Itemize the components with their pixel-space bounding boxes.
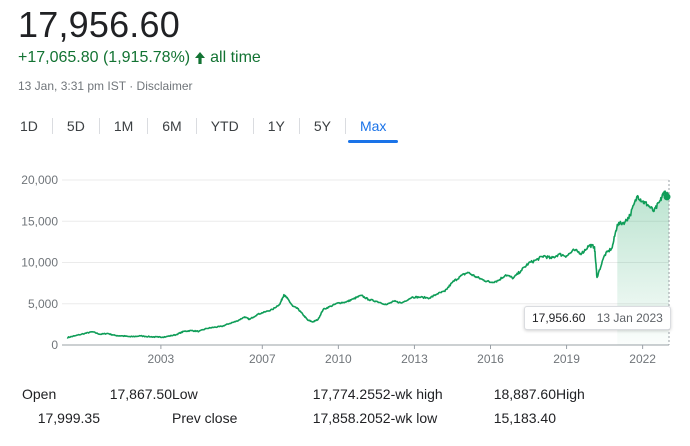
stat-52wk-low-label: 52-wk low bbox=[375, 410, 438, 426]
tab-max[interactable]: Max bbox=[346, 113, 400, 143]
tab-divider bbox=[195, 118, 197, 134]
tab-divider bbox=[252, 118, 254, 134]
x-tick-label: 2010 bbox=[325, 352, 352, 366]
x-tick-label: 2003 bbox=[148, 352, 175, 366]
timestamp: 13 Jan, 3:31 pm IST bbox=[18, 79, 126, 93]
tab-divider bbox=[298, 118, 300, 134]
x-tick-label: 2019 bbox=[553, 352, 580, 366]
tab-1m[interactable]: 1M bbox=[113, 118, 134, 134]
change-value: +17,065.80 (1,915.78%) bbox=[18, 49, 191, 66]
tab-divider bbox=[344, 118, 346, 134]
stat-high-label: High bbox=[556, 386, 585, 402]
stat-prev-close-label: Prev close bbox=[172, 410, 238, 426]
stat-low-label: Low bbox=[172, 386, 198, 402]
stat-open-label: Open bbox=[22, 386, 57, 402]
stat-open-value: 17,867.50 bbox=[109, 386, 172, 402]
price-chart-svg[interactable]: 0 5,000 10,000 15,000 20,000 2003 2007 2010 201… bbox=[0, 168, 690, 368]
tab-5y[interactable]: 5Y bbox=[313, 118, 331, 134]
stat-52wk-high-label: 52-wk high bbox=[375, 386, 443, 402]
stat-prev-close-value: 17,858.20 bbox=[312, 410, 375, 426]
y-tick-label: 20,000 bbox=[21, 173, 58, 187]
current-price: 17,956.60 bbox=[18, 4, 180, 45]
stats-table: Open 17,867.50 Low 17,774.25 52-wk high … bbox=[22, 386, 662, 434]
y-tick-label: 0 bbox=[51, 338, 58, 352]
price-change: +17,065.80 (1,915.78%) all time bbox=[18, 48, 261, 68]
y-tick-label: 10,000 bbox=[21, 256, 58, 270]
chart-tooltip: 17,956.60 13 Jan 2023 bbox=[524, 306, 671, 330]
x-tick-label: 2007 bbox=[249, 352, 276, 366]
arrow-up-icon bbox=[194, 51, 206, 65]
x-tick-label: 2022 bbox=[629, 352, 656, 366]
tab-1d[interactable]: 1D bbox=[20, 118, 38, 134]
stat-high-value: 17,999.35 bbox=[37, 410, 100, 426]
y-tick-label: 5,000 bbox=[28, 297, 58, 311]
y-tick-label: 15,000 bbox=[21, 214, 58, 228]
x-tick-label: 2016 bbox=[477, 352, 504, 366]
quote-meta: 13 Jan, 3:31 pm IST · Disclaimer bbox=[18, 78, 193, 94]
change-period: all time bbox=[210, 49, 261, 66]
price-chart[interactable]: 0 5,000 10,000 15,000 20,000 2003 2007 2010 201… bbox=[0, 168, 690, 368]
tab-1y[interactable]: 1Y bbox=[267, 118, 285, 134]
tab-5d[interactable]: 5D bbox=[66, 118, 85, 134]
x-tick-label: 2013 bbox=[401, 352, 428, 366]
series-line bbox=[66, 190, 670, 339]
stat-low-value: 17,774.25 bbox=[312, 386, 375, 402]
stat-52wk-high-value: 18,887.60 bbox=[493, 386, 556, 402]
tooltip-value: 17,956.60 bbox=[532, 311, 586, 325]
disclaimer-link[interactable]: Disclaimer bbox=[136, 79, 193, 93]
tab-divider bbox=[147, 118, 149, 134]
tab-6m[interactable]: 6M bbox=[162, 118, 182, 134]
tab-divider bbox=[51, 118, 53, 134]
current-point-marker bbox=[663, 193, 671, 201]
tab-ytd[interactable]: YTD bbox=[210, 118, 239, 134]
range-tabs: 1D 5D 1M 6M YTD 1Y 5Y Max bbox=[6, 112, 400, 143]
meta-separator: · bbox=[129, 79, 134, 93]
tab-divider bbox=[98, 118, 100, 134]
stat-52wk-low-value: 15,183.40 bbox=[493, 410, 556, 426]
tooltip-date: 13 Jan 2023 bbox=[596, 311, 663, 325]
